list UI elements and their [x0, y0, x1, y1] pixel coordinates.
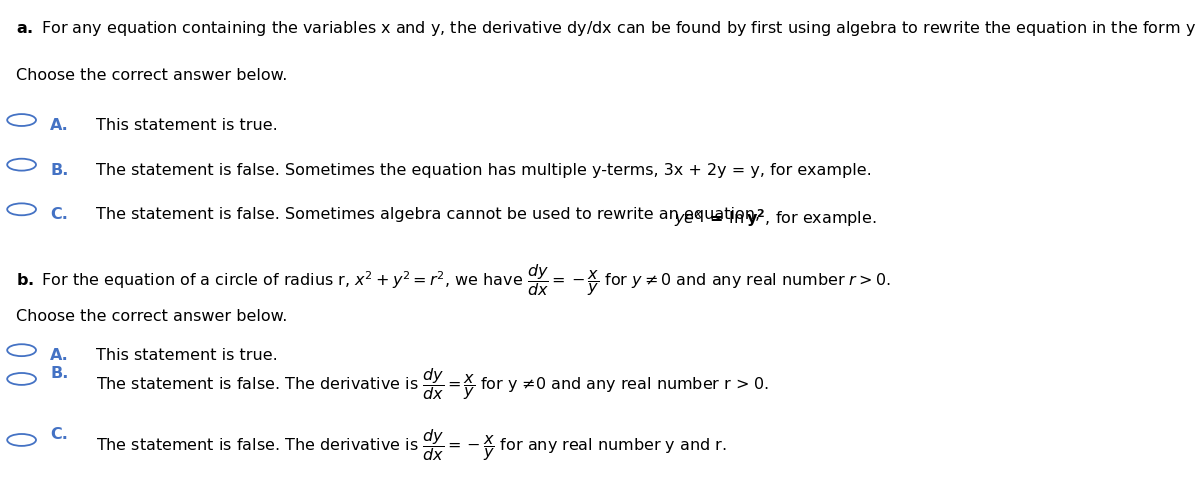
Text: C.: C.: [50, 207, 68, 222]
Text: $\mathbf{b.}$ For the equation of a circle of radius r, $x^2 + y^2 = r^2$, we ha: $\mathbf{b.}$ For the equation of a circ…: [16, 262, 890, 298]
Text: C.: C.: [50, 427, 68, 441]
Text: B.: B.: [50, 366, 68, 380]
Text: This statement is true.: This statement is true.: [96, 118, 277, 133]
Text: The statement is false. The derivative is $\dfrac{dy}{dx} = -\dfrac{x}{y}$ for a: The statement is false. The derivative i…: [96, 427, 726, 463]
Text: A.: A.: [50, 118, 70, 133]
Text: The statement is false. Sometimes the equation has multiple y-terms, 3x + 2y = y: The statement is false. Sometimes the eq…: [96, 163, 871, 178]
Text: Choose the correct answer below.: Choose the correct answer below.: [16, 68, 287, 83]
Text: Choose the correct answer below.: Choose the correct answer below.: [16, 309, 287, 323]
Text: A.: A.: [50, 348, 70, 363]
Text: This statement is true.: This statement is true.: [96, 348, 277, 363]
Text: The statement is false. Sometimes algebra cannot be used to rewrite an equation,: The statement is false. Sometimes algebr…: [96, 207, 766, 222]
Text: B.: B.: [50, 163, 68, 178]
Text: $\mathbf{a.}$ For any equation containing the variables x and y, the derivative : $\mathbf{a.}$ For any equation containin…: [16, 19, 1200, 38]
Text: $ye^x$ $\mathbf{= \, \ln y^2}$, for example.: $ye^x$ $\mathbf{= \, \ln y^2}$, for exam…: [674, 207, 877, 229]
Text: The statement is false. The derivative is $\dfrac{dy}{dx} = \dfrac{x}{y}$ for y : The statement is false. The derivative i…: [96, 366, 769, 402]
